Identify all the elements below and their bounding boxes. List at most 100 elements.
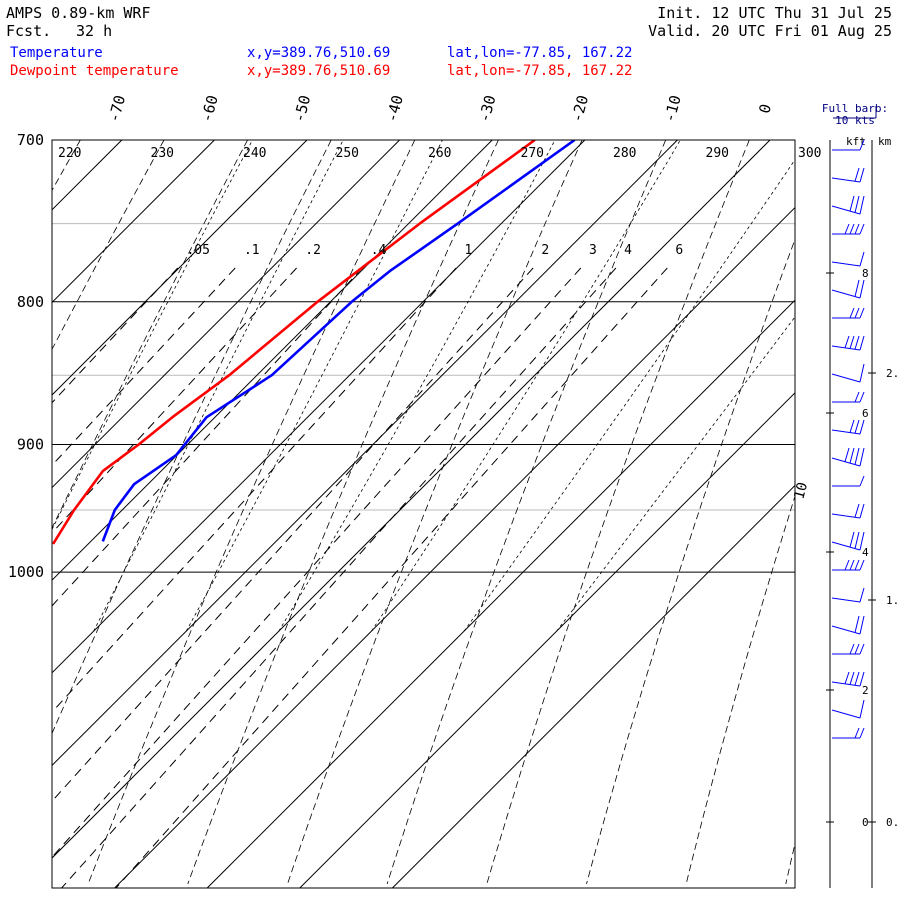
wind-barb-flag (854, 615, 860, 633)
wind-barb-shaft (831, 709, 861, 719)
wind-barb-flag (849, 195, 855, 212)
wind-barb (832, 139, 865, 151)
isotherm-line (114, 206, 795, 888)
wind-barb-flag (844, 671, 850, 685)
moist-adiabat (371, 140, 681, 632)
dry-adiabat (386, 140, 667, 885)
legend-dewpoint-xy: x,y=389.76,510.69 (247, 63, 391, 79)
wind-barb-flag (859, 363, 865, 383)
wind-barb-flag (849, 671, 855, 685)
km-tick-label: 1. (886, 594, 899, 607)
wind-barb-flag (854, 727, 860, 739)
wind-barb (832, 223, 865, 235)
forecast-label: Fcst. (6, 22, 52, 40)
wind-barb-flag (859, 503, 865, 519)
km-tick-label: 0. (886, 816, 899, 829)
kft-tick-label: 2 (862, 684, 869, 697)
wind-barb-flag (859, 335, 865, 351)
moist-adiabat (185, 140, 443, 632)
barb-key-line2: 10 kts (835, 114, 875, 127)
mixing-ratio-label: .1 (244, 243, 260, 258)
dry-adiabat-label: 260 (428, 146, 451, 161)
mixing-ratio-line (52, 267, 179, 404)
dry-adiabat (52, 140, 332, 735)
wind-barb-flag (854, 643, 860, 655)
km-axis-label: km (878, 135, 892, 148)
wind-barb (831, 615, 865, 635)
wind-barb-shaft (831, 205, 861, 215)
mixing-ratio-line (52, 267, 297, 534)
isotherm-line (52, 140, 215, 304)
wind-barb-flag (859, 671, 865, 687)
wind-barb (831, 167, 865, 183)
wind-barb-flag (859, 307, 865, 319)
dry-adiabat-label: 250 (336, 146, 359, 161)
wind-barb (831, 531, 865, 551)
isotherm-line (0, 140, 29, 888)
plot-area-lines (0, 140, 795, 888)
dry-adiabat (685, 494, 795, 885)
wind-barb-flag (859, 223, 865, 235)
dry-adiabat (586, 238, 795, 885)
wind-barb-flag (844, 223, 850, 235)
mixing-ratio-line (61, 267, 617, 888)
legend-temperature-xy: x,y=389.76,510.69 (247, 45, 391, 61)
wind-barb (832, 307, 865, 319)
wind-barb-flag (849, 223, 855, 235)
wind-barb-shaft (831, 625, 861, 635)
isotherm-line (206, 299, 795, 888)
wind-barb (831, 363, 865, 383)
wind-barb (831, 251, 865, 267)
wind-barb-flag (859, 531, 865, 551)
wind-barb-flag (854, 279, 860, 297)
dry-adiabat-label: 240 (243, 146, 266, 161)
isotherm-line (299, 392, 795, 888)
wind-barb-flag (854, 419, 860, 434)
wind-barb-shaft (831, 373, 861, 383)
wind-barb-flag (849, 307, 855, 319)
kft-tick-label: 0 (862, 816, 869, 829)
dry-adiabat (187, 140, 499, 885)
init-time: Init. 12 UTC Thu 31 Jul 25 (657, 4, 892, 22)
wind-barb-flag (859, 419, 865, 435)
temperature-tick-label: -30 (475, 93, 499, 124)
wind-barb (831, 419, 865, 435)
dry-adiabat-label: 280 (613, 146, 636, 161)
temperature-tick-label: -60 (197, 93, 221, 124)
mixing-ratio-line (52, 267, 236, 467)
wind-barb (832, 475, 865, 487)
isotherm-line (52, 140, 678, 767)
pressure-tick-label: 1000 (8, 563, 44, 581)
forecast-hours: 32 h (76, 22, 113, 40)
wind-barb-flag (854, 559, 860, 571)
isotherm-line (52, 140, 586, 674)
wind-barb-flag (859, 559, 865, 571)
moist-adiabat (93, 140, 344, 632)
moist-adiabat (556, 316, 795, 632)
legend-temperature-latlon: lat,lon=-77.85, 167.22 (447, 45, 633, 61)
mixing-ratio-line (52, 267, 534, 802)
barb-key-line1: Full barb: (822, 102, 888, 115)
pressure-tick-label: 800 (17, 293, 44, 311)
pressure-tick-label: 700 (17, 131, 44, 149)
dry-adiabat (52, 140, 248, 529)
wind-barb-shaft (831, 597, 861, 603)
dry-adiabat (287, 140, 583, 885)
dry-adiabat-label: 230 (151, 146, 174, 161)
isotherm-ten-label: 10 (791, 481, 811, 501)
valid-time: Valid. 20 UTC Fri 01 Aug 25 (648, 22, 892, 40)
dry-adiabat (52, 140, 81, 192)
wind-barb-flag (849, 559, 855, 571)
wind-barb (831, 503, 865, 519)
isotherm-line (52, 140, 308, 396)
wind-barb-flag (859, 727, 865, 739)
wind-barb-flag (844, 335, 850, 349)
wind-barb-flag (849, 335, 855, 349)
wind-barb-flag (854, 195, 860, 213)
wind-barb-flag (854, 503, 860, 518)
km-tick-label: 2. (886, 367, 899, 380)
wind-barb-flag (854, 167, 860, 182)
dewpoint-profile-line (52, 140, 536, 545)
mixing-ratio-line (52, 267, 363, 607)
